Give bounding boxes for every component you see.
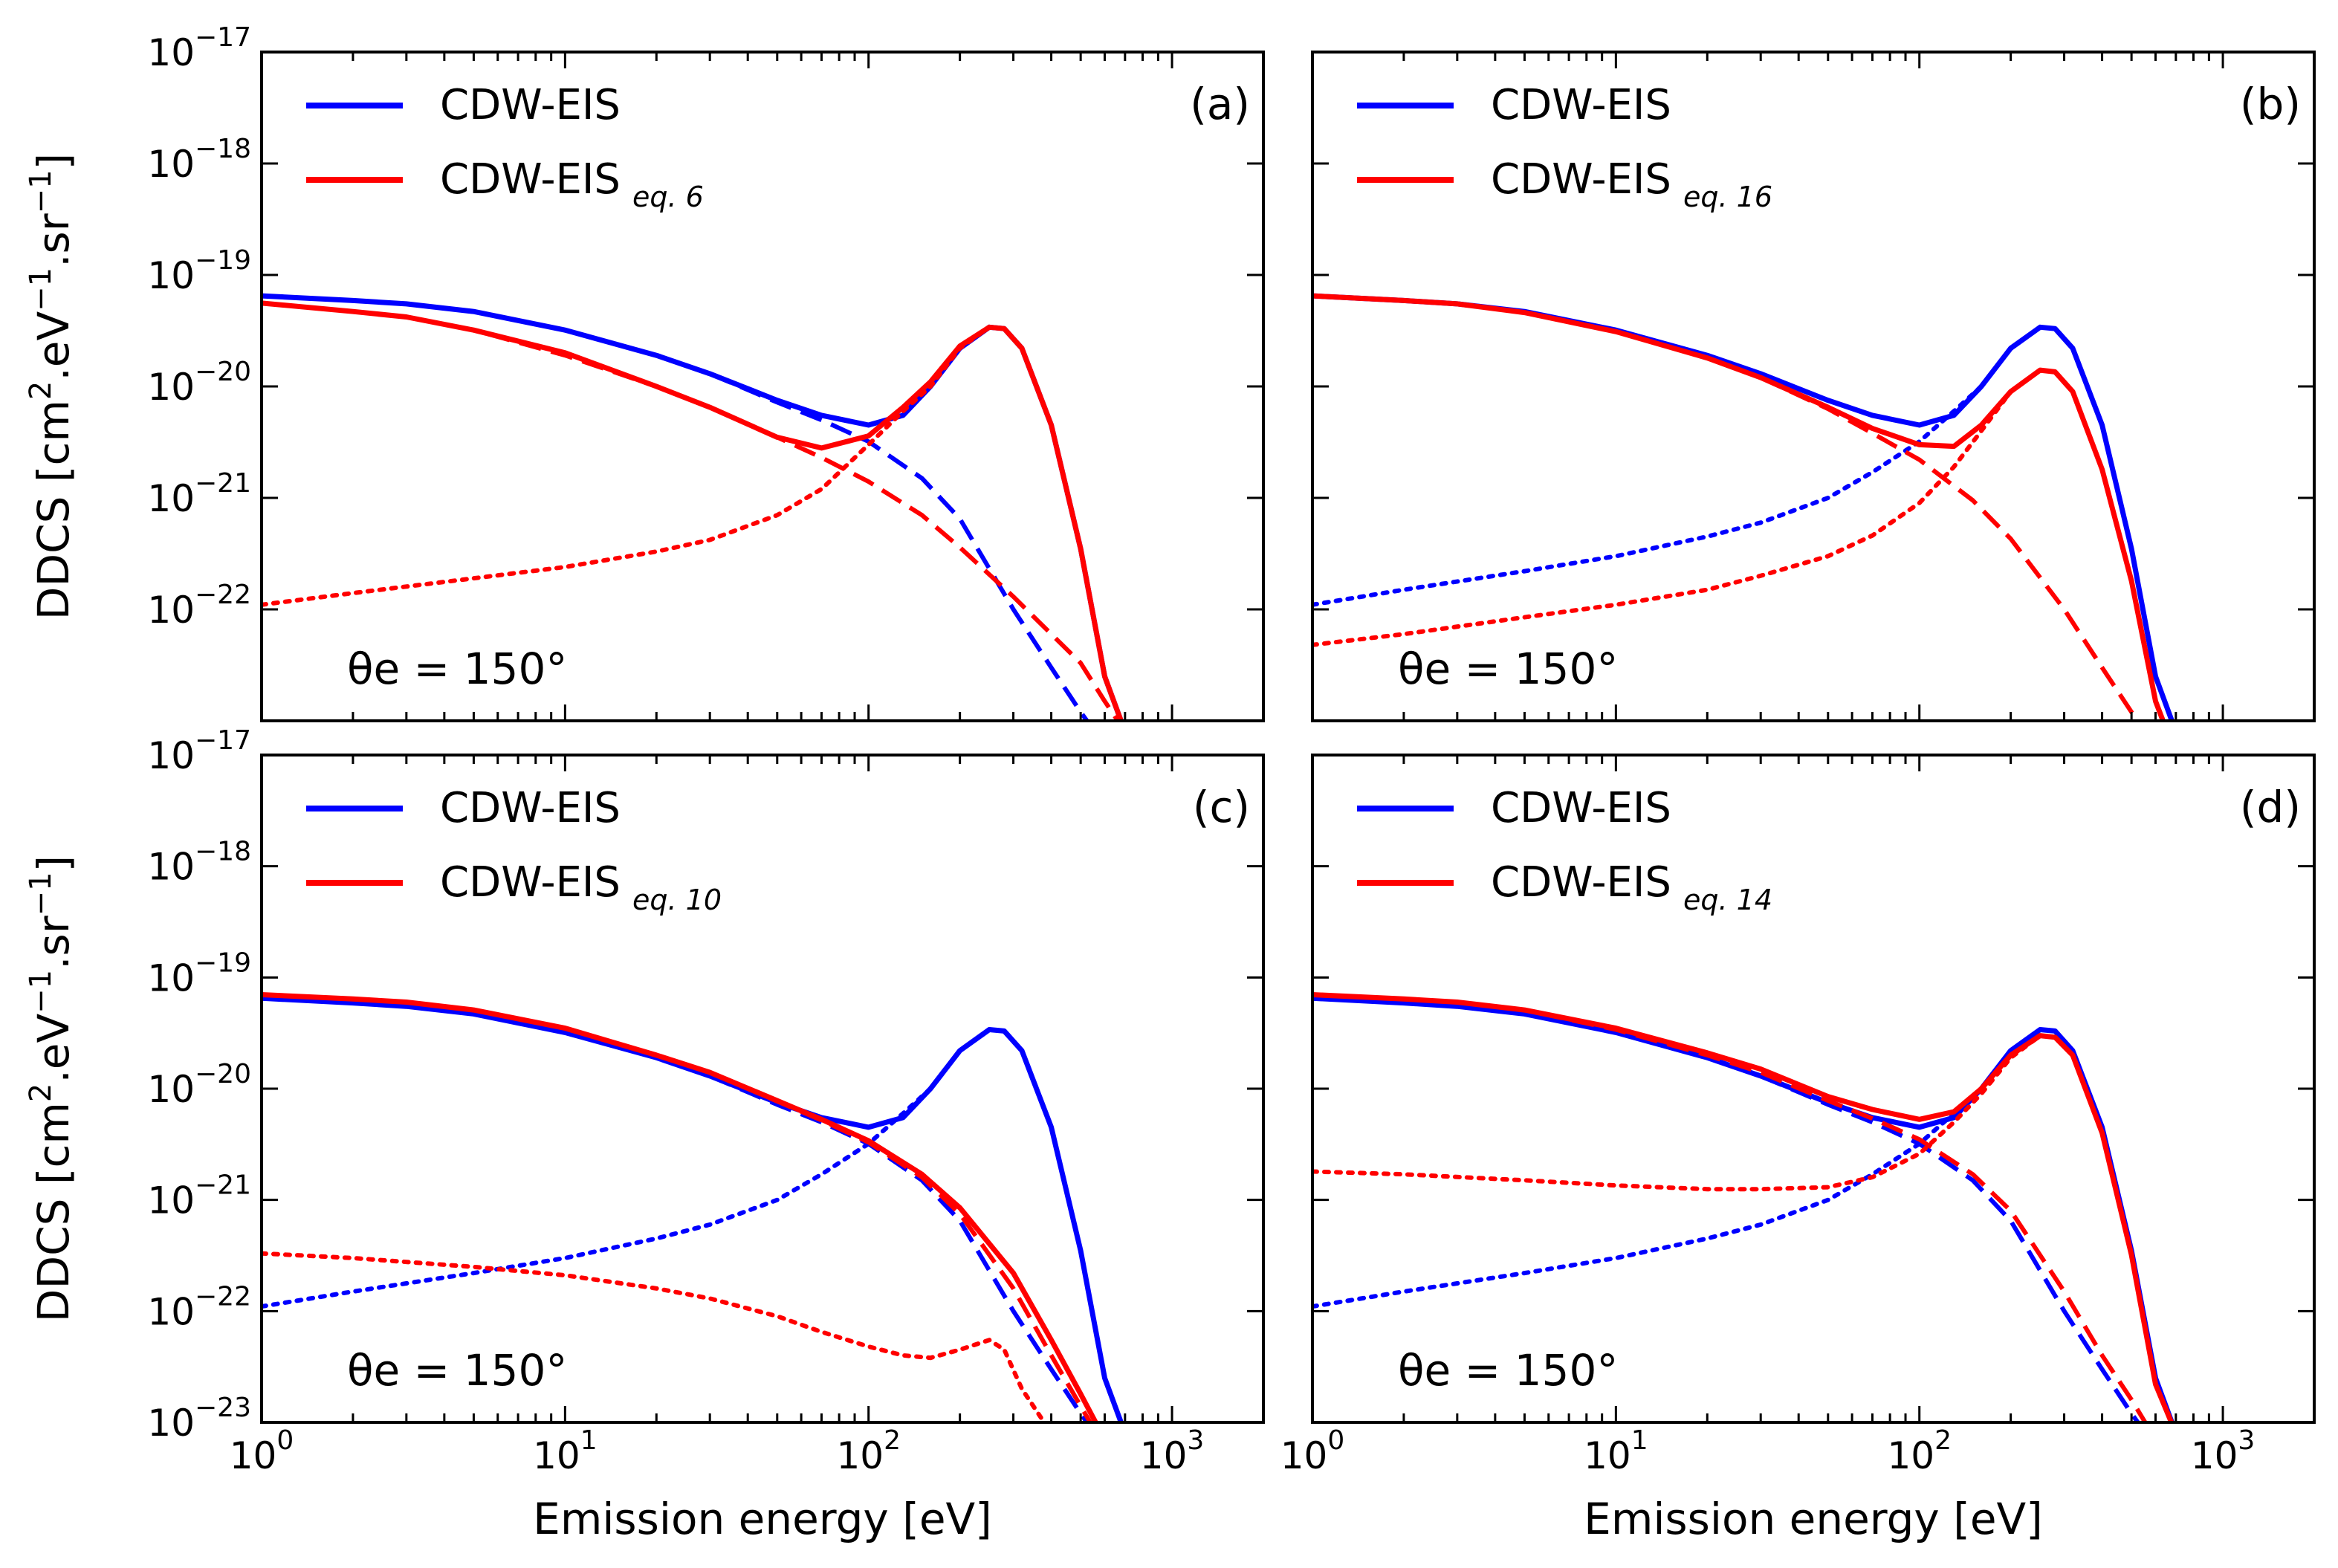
panel-label: (b) <box>2240 79 2301 129</box>
series-line-dotted-red <box>262 325 1124 721</box>
x-tick-label: 100 <box>1280 1425 1345 1477</box>
legend-label: CDW-EIS <box>440 81 621 129</box>
y-tick-label: 10−17 <box>147 725 251 777</box>
y-tick-label: 10−21 <box>147 468 251 520</box>
x-axis-title: Emission energy [eV] <box>533 1494 992 1544</box>
panel-label: (a) <box>1190 79 1250 129</box>
x-tick-label: 102 <box>836 1425 901 1477</box>
series-line-dotted-red <box>262 1251 1047 1422</box>
x-tick-label: 101 <box>1584 1425 1648 1477</box>
y-tick-label: 10−18 <box>147 134 251 186</box>
y-axis-title: DDCS [cm2.eV−1.sr−1] <box>24 153 79 620</box>
series-line-dotted-blue <box>1312 325 2175 721</box>
series-group <box>1312 293 2175 721</box>
y-tick-label: 10−21 <box>147 1170 251 1222</box>
legend-label: CDW-EIS <box>440 784 621 832</box>
ticks <box>1311 51 2316 722</box>
legend-label: CDW-EIS eq. 6 <box>440 155 704 213</box>
y-tick-label: 10−20 <box>147 357 251 409</box>
ticks <box>260 754 1265 1424</box>
x-axis-title: Emission energy [eV] <box>1584 1494 2043 1544</box>
panel-d: 100 101 102 103 Emission energy [eV] (d) CDW-E… <box>1280 754 2316 1544</box>
angle-annotation: θe = 150° <box>347 1345 567 1396</box>
angle-annotation: θe = 150° <box>347 644 567 694</box>
series-line-dashed-red <box>262 300 1121 721</box>
series-line-dotted-red <box>1312 1033 2175 1422</box>
y-tick-label: 10−19 <box>147 947 251 1000</box>
y-tick-label: 10−17 <box>147 22 251 74</box>
legend-label: CDW-EIS eq. 14 <box>1491 858 1772 916</box>
angle-annotation: θe = 150° <box>1398 1345 1618 1396</box>
y-tick-label: 10−22 <box>147 580 251 632</box>
panel-c: 10−17 10−18 10−19 10−20 10−21 10−22 10−23 DDCS … <box>24 725 1265 1544</box>
legend-label: CDW-EIS <box>1491 784 1671 832</box>
x-tick-label: 101 <box>533 1425 598 1477</box>
y-tick-label: 10−20 <box>147 1059 251 1111</box>
x-tick-label: 103 <box>1140 1425 1205 1477</box>
panel-label: (c) <box>1193 782 1250 832</box>
series-group <box>262 992 1124 1422</box>
legend: CDW-EIS CDW-EIS eq. 16 <box>1357 81 1772 213</box>
y-tick-label: 10−19 <box>147 245 251 297</box>
series-line-dashed-red <box>1312 992 2148 1422</box>
ticks <box>1311 754 2316 1424</box>
series-group <box>1312 992 2175 1422</box>
legend: CDW-EIS CDW-EIS eq. 14 <box>1357 784 1772 916</box>
legend-label: CDW-EIS <box>1491 81 1671 129</box>
y-tick-label: 10−23 <box>147 1393 251 1445</box>
series-line-dashed-blue <box>1312 996 2141 1422</box>
panels: 10−17 10−18 10−19 10−20 10−21 10−22 DDCS [cm2.… <box>24 22 2316 1544</box>
y-axis-title: DDCS [cm2.eV−1.sr−1] <box>24 855 79 1322</box>
series-line-dashed-red <box>1312 294 2141 721</box>
series-line-dotted-red <box>1312 368 2166 721</box>
series-line-dotted-blue <box>262 1027 1124 1422</box>
y-tick-label: 10−22 <box>147 1281 251 1333</box>
series-line-dashed-red <box>262 992 1093 1422</box>
ticks <box>260 51 1265 722</box>
legend: CDW-EIS CDW-EIS eq. 10 <box>306 784 722 916</box>
series-line-solid-blue <box>262 995 1124 1422</box>
legend-label: CDW-EIS eq. 10 <box>440 858 722 916</box>
x-tick-label: 100 <box>230 1425 294 1477</box>
panel-b: (b) CDW-EIS CDW-EIS eq. 16 θe = 150° <box>1311 51 2316 722</box>
series-group <box>262 293 1124 721</box>
x-tick-label: 103 <box>2191 1425 2256 1477</box>
y-tick-label: 10−18 <box>147 837 251 889</box>
x-tick-label: 102 <box>1887 1425 1952 1477</box>
legend-label: CDW-EIS eq. 16 <box>1491 155 1772 213</box>
legend: CDW-EIS CDW-EIS eq. 6 <box>306 81 704 213</box>
panel-label: (d) <box>2240 782 2301 832</box>
angle-annotation: θe = 150° <box>1398 644 1618 694</box>
panel-a: 10−17 10−18 10−19 10−20 10−21 10−22 DDCS [cm2.… <box>24 22 1265 722</box>
